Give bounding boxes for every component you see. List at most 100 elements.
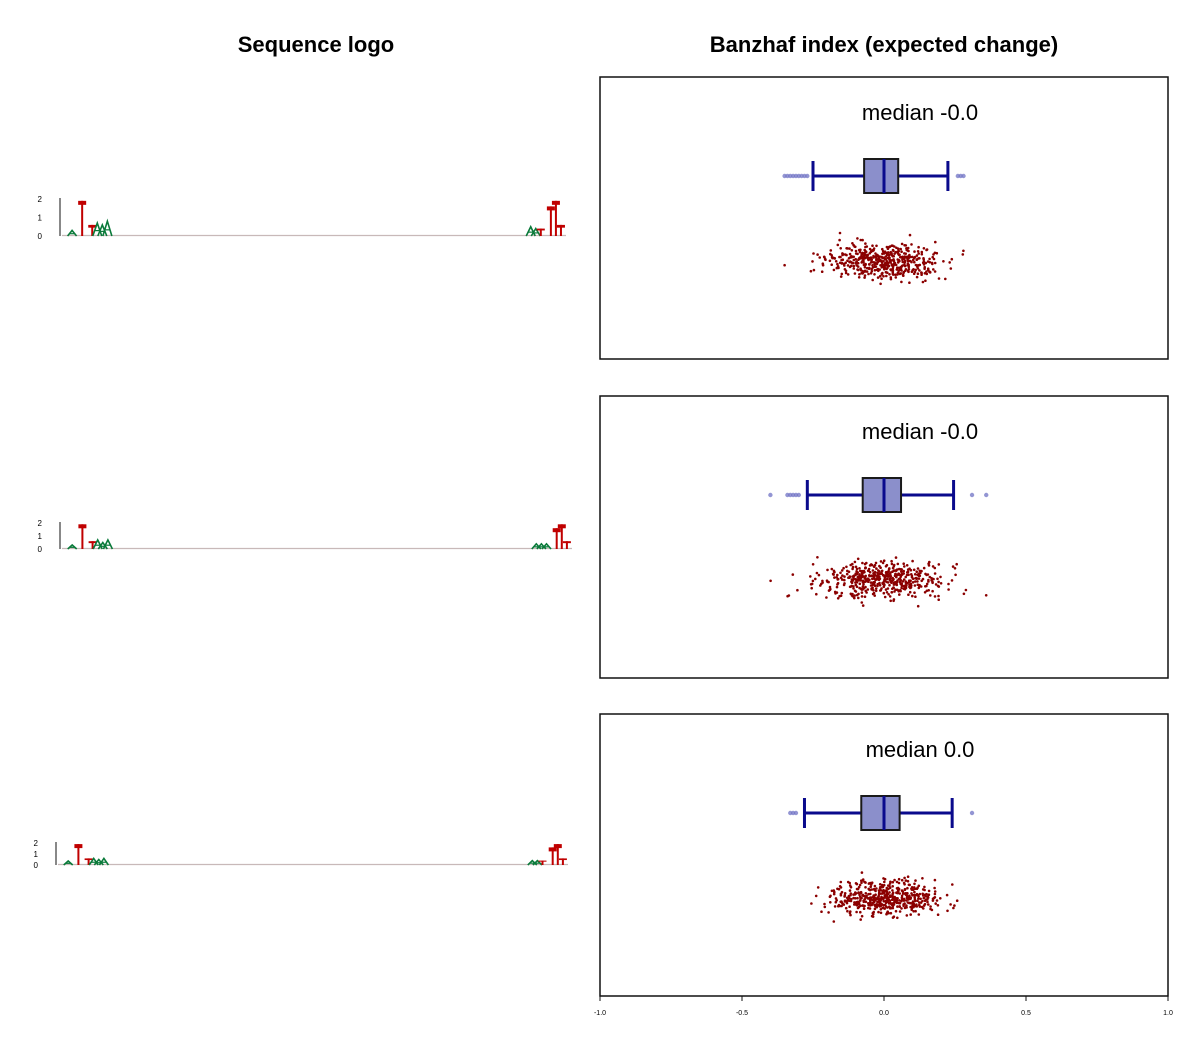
data-point xyxy=(913,584,917,587)
data-point xyxy=(849,910,852,913)
data-point xyxy=(927,580,930,583)
data-point xyxy=(891,885,894,888)
data-point xyxy=(911,894,915,897)
data-point xyxy=(926,896,930,899)
data-point xyxy=(878,577,882,581)
data-point xyxy=(858,574,861,578)
data-point xyxy=(922,260,926,263)
data-point xyxy=(895,583,899,587)
data-point xyxy=(786,594,789,598)
data-point xyxy=(882,250,885,254)
data-point xyxy=(814,894,818,898)
data-point xyxy=(810,902,813,905)
data-point xyxy=(812,252,815,255)
data-point xyxy=(873,273,876,276)
data-point xyxy=(867,882,871,885)
outlier-point xyxy=(969,492,975,498)
data-point xyxy=(896,251,900,255)
data-point xyxy=(840,569,844,572)
data-point xyxy=(932,253,935,256)
data-point xyxy=(840,261,844,265)
data-points xyxy=(783,231,965,286)
median-label: median -0.0 xyxy=(862,419,978,444)
data-point xyxy=(836,597,840,600)
data-point xyxy=(872,591,876,595)
data-point xyxy=(886,251,890,255)
logo-letter xyxy=(557,524,566,549)
data-point xyxy=(873,584,877,587)
data-point xyxy=(871,911,875,915)
data-point xyxy=(916,267,920,270)
data-point xyxy=(859,238,862,242)
data-point xyxy=(858,893,861,897)
data-point xyxy=(823,257,827,261)
data-point xyxy=(811,579,815,583)
data-point xyxy=(872,887,876,891)
data-point xyxy=(861,238,864,242)
data-point xyxy=(855,902,858,906)
data-point xyxy=(843,892,847,895)
data-point xyxy=(857,596,860,600)
data-point xyxy=(863,251,866,255)
data-point xyxy=(835,585,839,589)
data-point xyxy=(891,566,895,570)
data-point xyxy=(951,883,954,886)
data-point xyxy=(901,573,904,576)
data-point xyxy=(913,591,916,594)
data-point xyxy=(892,577,895,581)
data-point xyxy=(888,595,892,598)
data-point xyxy=(880,895,883,899)
data-point xyxy=(886,271,889,275)
data-point xyxy=(949,267,953,270)
logo-letter xyxy=(530,227,541,237)
data-point xyxy=(861,588,864,591)
data-point xyxy=(843,900,847,903)
data-point xyxy=(865,561,868,565)
data-point xyxy=(863,270,867,273)
data-point xyxy=(871,261,875,264)
data-point xyxy=(847,894,851,898)
data-point xyxy=(915,258,918,262)
data-point xyxy=(837,904,840,908)
data-point xyxy=(874,252,877,255)
data-point xyxy=(922,896,926,900)
data-point xyxy=(856,557,860,561)
data-point xyxy=(918,584,921,588)
data-point xyxy=(903,585,907,589)
data-point xyxy=(964,588,968,592)
data-point xyxy=(917,245,920,249)
data-point xyxy=(937,563,941,566)
boxplot-panel-1: median -0.0 xyxy=(599,76,1169,360)
data-point xyxy=(922,904,926,907)
data-point xyxy=(921,894,925,897)
data-point xyxy=(901,892,905,895)
data-point xyxy=(846,273,850,276)
data-point xyxy=(875,903,878,906)
data-point xyxy=(880,883,884,887)
logo-letter xyxy=(551,200,560,236)
data-point xyxy=(925,582,929,586)
data-point xyxy=(889,880,892,884)
data-point xyxy=(891,254,895,258)
logo-letter xyxy=(78,200,87,236)
data-point xyxy=(906,570,909,574)
data-point xyxy=(840,258,843,262)
data-point xyxy=(925,270,928,273)
data-point xyxy=(916,250,920,253)
data-point xyxy=(869,261,873,264)
data-point xyxy=(850,581,854,585)
data-point xyxy=(923,893,927,896)
data-point xyxy=(886,264,890,267)
data-point xyxy=(906,568,910,571)
data-point xyxy=(844,253,847,256)
data-point xyxy=(888,886,892,890)
data-point xyxy=(874,589,878,593)
data-point xyxy=(854,892,858,895)
data-point xyxy=(849,563,852,567)
data-point xyxy=(850,254,853,258)
data-point xyxy=(905,899,908,902)
data-point xyxy=(929,907,932,911)
data-point xyxy=(916,580,919,583)
data-point xyxy=(856,896,859,900)
data-point xyxy=(817,573,821,577)
